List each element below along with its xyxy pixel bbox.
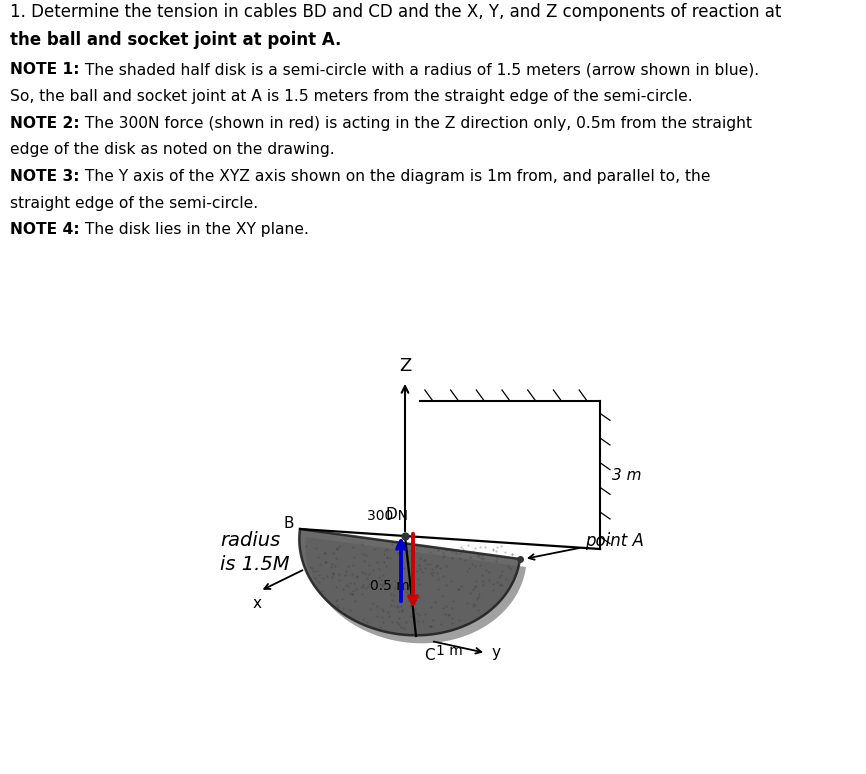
Text: C: C bbox=[424, 648, 435, 663]
Text: So, the ball and socket joint at A is 1.5 meters from the straight edge of the s: So, the ball and socket joint at A is 1.… bbox=[10, 89, 693, 104]
Text: edge of the disk as noted on the drawing.: edge of the disk as noted on the drawing… bbox=[10, 142, 334, 157]
Text: 0.5 m: 0.5 m bbox=[370, 579, 410, 593]
Text: The Y axis of the XYZ axis shown on the diagram is 1m from, and parallel to, the: The Y axis of the XYZ axis shown on the … bbox=[80, 169, 710, 184]
Text: NOTE 1:: NOTE 1: bbox=[10, 63, 80, 77]
Text: NOTE 2:: NOTE 2: bbox=[10, 116, 80, 131]
Text: the ball and socket joint at point A.: the ball and socket joint at point A. bbox=[10, 31, 341, 49]
Text: y: y bbox=[491, 646, 500, 660]
Text: 1. Determine the tension in cables BD and CD and the X, Y, and Z components of r: 1. Determine the tension in cables BD an… bbox=[10, 3, 781, 21]
Polygon shape bbox=[306, 537, 526, 643]
Text: The disk lies in the XY plane.: The disk lies in the XY plane. bbox=[80, 222, 308, 238]
Text: is 1.5M: is 1.5M bbox=[220, 554, 289, 574]
Text: The 300N force (shown in red) is acting in the Z direction only, 0.5m from the s: The 300N force (shown in red) is acting … bbox=[80, 116, 752, 131]
Text: NOTE 3:: NOTE 3: bbox=[10, 169, 80, 184]
Polygon shape bbox=[300, 529, 520, 635]
Text: 3 m: 3 m bbox=[612, 467, 642, 482]
Text: x: x bbox=[253, 596, 262, 611]
Text: point A: point A bbox=[529, 532, 644, 560]
Text: NOTE 4:: NOTE 4: bbox=[10, 222, 80, 238]
Text: straight edge of the semi-circle.: straight edge of the semi-circle. bbox=[10, 196, 258, 211]
Text: D: D bbox=[385, 507, 397, 522]
Text: Z: Z bbox=[399, 357, 411, 375]
Text: B: B bbox=[283, 516, 294, 532]
Text: 1 m: 1 m bbox=[436, 644, 462, 658]
Text: radius: radius bbox=[220, 532, 281, 550]
Text: The shaded half disk is a semi-circle with a radius of 1.5 meters (arrow shown i: The shaded half disk is a semi-circle wi… bbox=[80, 63, 759, 77]
Text: 300 N: 300 N bbox=[367, 509, 408, 523]
